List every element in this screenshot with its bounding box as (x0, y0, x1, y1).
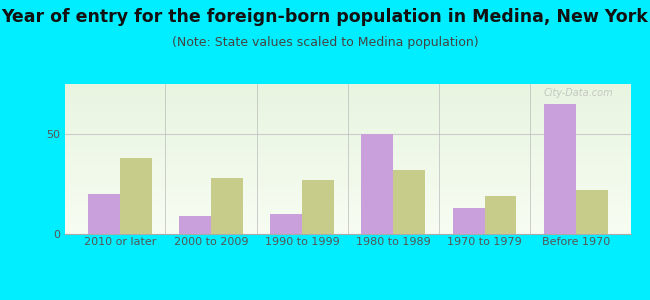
Text: (Note: State values scaled to Medina population): (Note: State values scaled to Medina pop… (172, 36, 478, 49)
Text: City-Data.com: City-Data.com (544, 88, 614, 98)
Text: Year of entry for the foreign-born population in Medina, New York: Year of entry for the foreign-born popul… (1, 8, 649, 26)
Bar (211, 178, 243, 234)
Bar (302, 180, 334, 234)
Bar (576, 190, 608, 234)
Bar (120, 158, 151, 234)
Bar (452, 208, 484, 234)
Legend: Medina, New York: Medina, New York (237, 298, 459, 300)
Bar (393, 170, 425, 234)
Bar (88, 194, 120, 234)
Bar (544, 104, 576, 234)
Bar (270, 214, 302, 234)
Bar (484, 196, 517, 234)
Bar (361, 134, 393, 234)
Bar (179, 216, 211, 234)
